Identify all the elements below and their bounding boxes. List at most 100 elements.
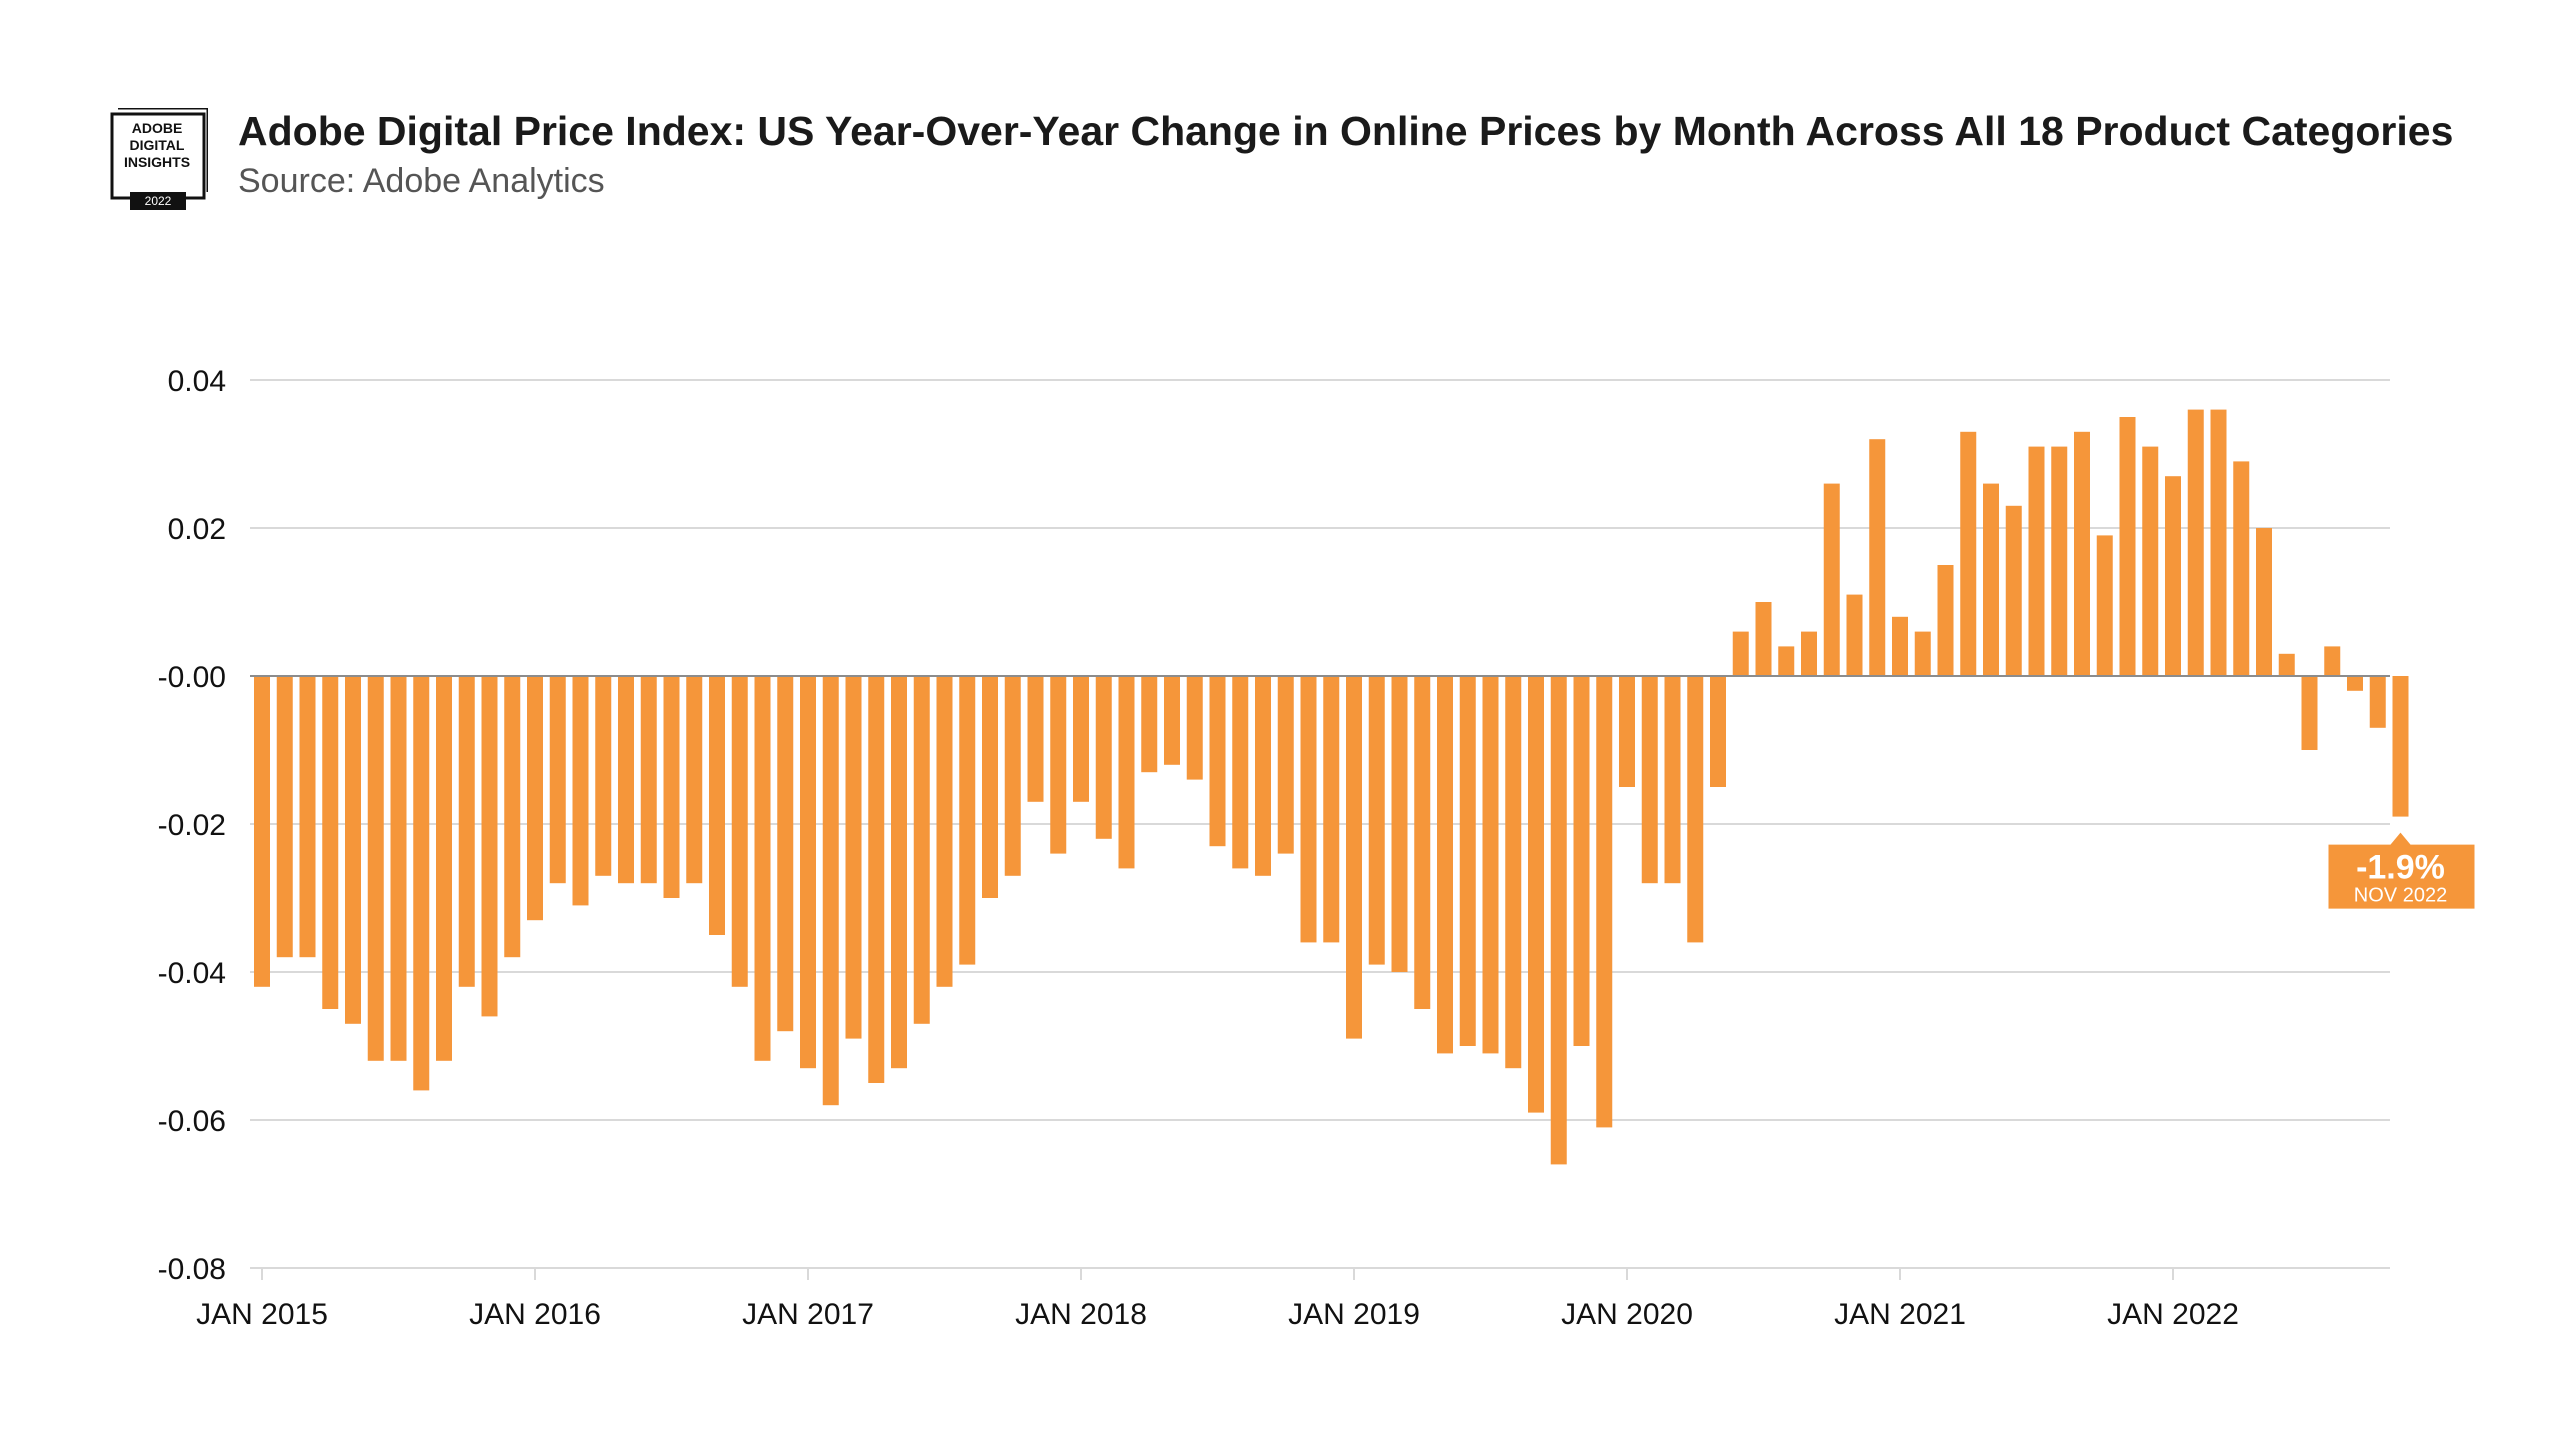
grid-lines <box>250 379 2390 1269</box>
bar <box>777 676 794 1032</box>
bar <box>868 676 885 1083</box>
chart-title: Adobe Digital Price Index: US Year-Over-… <box>238 108 2454 154</box>
bar <box>1346 676 1362 1039</box>
bar <box>731 676 748 987</box>
bar <box>2210 409 2227 676</box>
bar <box>549 676 566 884</box>
bar <box>2142 446 2159 676</box>
bar <box>2324 646 2341 676</box>
bar <box>276 676 293 958</box>
callout-date: NOV 2022 <box>2354 885 2447 907</box>
bar <box>504 676 521 958</box>
bar <box>1118 676 1135 869</box>
bar <box>1209 676 1226 847</box>
bar <box>367 676 384 1061</box>
y-tick-label: 0.02 <box>168 513 226 546</box>
y-tick-label: -0.08 <box>158 1253 226 1286</box>
bar <box>618 676 634 884</box>
bar <box>2256 528 2272 676</box>
bar <box>663 676 680 898</box>
bar <box>845 676 862 1039</box>
bar <box>1823 483 1840 676</box>
bar <box>1937 565 1954 676</box>
bar <box>1459 676 1476 1046</box>
bar <box>1505 676 1522 1069</box>
bar <box>913 676 930 1024</box>
logo-frame-icon <box>110 108 208 200</box>
logo-line-2: DIGITAL <box>129 137 185 153</box>
bar <box>1801 631 1817 676</box>
bar <box>254 676 270 987</box>
bar <box>1323 676 1340 943</box>
bar <box>1073 676 1089 802</box>
bar <box>1255 676 1271 876</box>
bar <box>1232 676 1249 869</box>
chart-subtitle: Source: Adobe Analytics <box>238 162 605 200</box>
bar <box>800 676 816 1069</box>
bar <box>1687 676 1704 943</box>
bar <box>1550 676 1567 1165</box>
bar <box>1869 439 1886 676</box>
bar <box>458 676 475 987</box>
bar <box>527 676 543 921</box>
bar <box>1960 431 1977 676</box>
bars <box>254 409 2409 1165</box>
bar <box>595 676 612 876</box>
bar <box>1050 676 1067 854</box>
x-tick-label: JAN 2019 <box>1288 1298 1420 1331</box>
adobe-digital-insights-logo: ADOBE DIGITAL INSIGHTS 2022 <box>108 108 208 210</box>
x-tick-label: JAN 2020 <box>1561 1298 1693 1331</box>
bar <box>2051 446 2068 676</box>
x-tick-label: JAN 2016 <box>469 1298 601 1331</box>
bar <box>1004 676 1021 876</box>
bar <box>959 676 976 965</box>
bar <box>1141 676 1158 773</box>
bar <box>413 676 430 1091</box>
callout-box <box>2328 832 2475 909</box>
bar <box>709 676 725 935</box>
y-tick-label: 0.04 <box>168 365 226 398</box>
bar <box>1664 676 1681 884</box>
bar <box>322 676 339 1009</box>
bar <box>686 676 703 884</box>
callout-value: -1.9% <box>2356 849 2445 887</box>
logo-year: 2022 <box>130 192 186 210</box>
y-tick-label: -0.04 <box>158 957 226 990</box>
bar <box>1482 676 1499 1054</box>
x-tick-label: JAN 2017 <box>742 1298 874 1331</box>
bar <box>2233 461 2250 676</box>
bar <box>1778 646 1795 676</box>
bar <box>1391 676 1408 972</box>
latest-value-callout: -1.9% NOV 2022 <box>2328 832 2475 909</box>
bar <box>1437 676 1453 1054</box>
bar <box>2278 653 2295 676</box>
bar <box>390 676 407 1061</box>
bar <box>1414 676 1431 1009</box>
bar <box>2074 431 2090 676</box>
bar <box>1710 676 1726 787</box>
bar <box>1983 483 1999 676</box>
bar <box>1619 676 1635 787</box>
bar <box>1368 676 1385 965</box>
bar <box>2096 535 2113 676</box>
y-axis-tick-labels: 0.04 0.02 -0.00 -0.02 -0.04 -0.06 -0.08 <box>158 365 226 1286</box>
bar <box>936 676 953 987</box>
bar <box>1755 602 1772 676</box>
bar <box>2392 676 2409 817</box>
bar <box>754 676 771 1061</box>
bar <box>1027 676 1044 802</box>
bar <box>1596 676 1613 1128</box>
x-axis-ticks: JAN 2015 JAN 2016 JAN 2017 JAN 2018 JAN 2019… <box>196 1268 2239 1331</box>
bar <box>2119 417 2136 676</box>
bar <box>982 676 998 898</box>
x-tick-label: JAN 2022 <box>2107 1298 2239 1331</box>
bar <box>1914 631 1931 676</box>
x-tick-label: JAN 2018 <box>1015 1298 1147 1331</box>
bar <box>2301 676 2318 750</box>
y-tick-label: -0.02 <box>158 809 226 842</box>
bar <box>2347 676 2363 691</box>
logo-text: ADOBE DIGITAL INSIGHTS <box>116 120 198 171</box>
bar <box>1164 676 1180 765</box>
bar <box>1528 676 1544 1113</box>
bar <box>1277 676 1294 854</box>
